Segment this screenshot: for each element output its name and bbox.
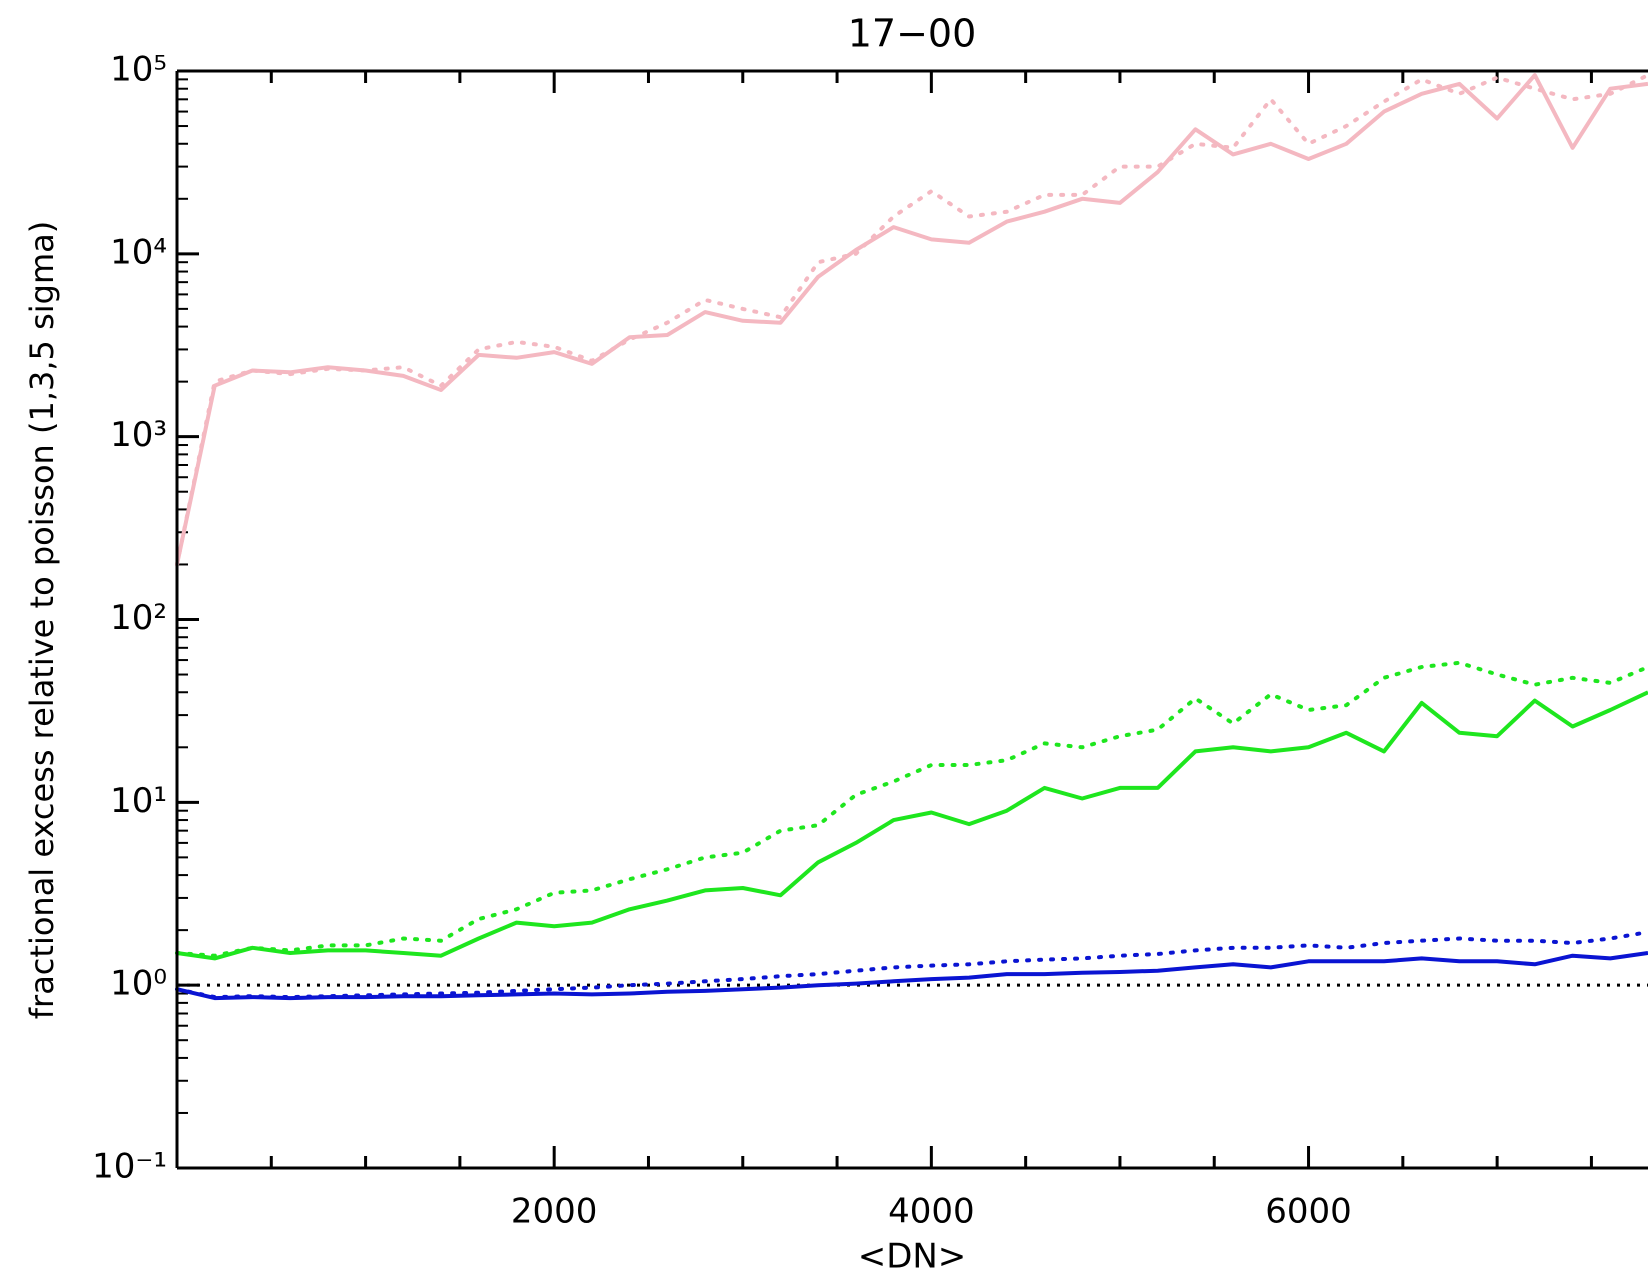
x-tick-label: 2000 [511,1192,598,1232]
y-axis-label: fractional excess relative to poisson (1… [23,221,61,1019]
y-tick-label: 10² [110,598,167,638]
chart-title: 17−00 [848,12,977,56]
series-line [175,930,1648,1000]
y-tick-label: 10⁻¹ [92,1147,167,1187]
y-tick-label: 10⁵ [110,50,167,90]
y-tick-label: 10¹ [110,781,167,821]
series-line [175,73,1648,565]
x-tick-label: 6000 [1265,1192,1352,1232]
y-tick-label: 10³ [110,415,167,455]
x-axis-label: <DN> [858,1237,967,1277]
series-line [176,951,1648,1001]
y-tick-label: 10⁴ [110,232,167,272]
y-tick-label: 10⁰ [110,964,167,1004]
series-line [175,73,1648,567]
series-line [176,690,1648,961]
x-tick-label: 4000 [888,1192,975,1232]
